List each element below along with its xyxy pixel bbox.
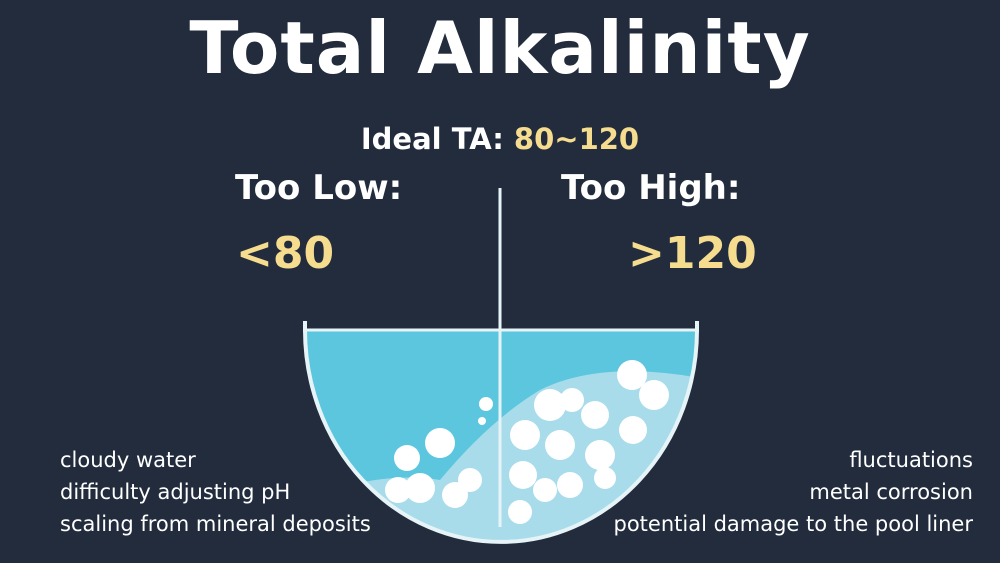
ideal-value: 80~120 [513,122,640,156]
bowl-outline [303,329,699,544]
ideal-range: Ideal TA: 80~120 [0,122,1000,156]
too-high-threshold: >120 [628,228,757,279]
too-high-effects: fluctuations metal corrosion potential d… [613,444,973,540]
effect-item: metal corrosion [809,480,973,504]
effect-item: scaling from mineral deposits [60,512,371,536]
ideal-label: Ideal TA: [360,122,504,156]
effect-item: potential damage to the pool liner [613,512,973,536]
pebbles [385,360,669,524]
too-high-heading: Too High: [561,168,741,208]
effect-item: fluctuations [849,448,973,472]
effect-item: difficulty adjusting pH [60,480,291,504]
too-low-threshold: <80 [236,228,335,279]
too-low-heading: Too Low: [235,168,403,208]
effect-item: cloudy water [60,448,196,472]
page-title: Total Alkalinity [189,6,811,90]
too-low-effects: cloudy water difficulty adjusting pH sca… [60,444,371,540]
